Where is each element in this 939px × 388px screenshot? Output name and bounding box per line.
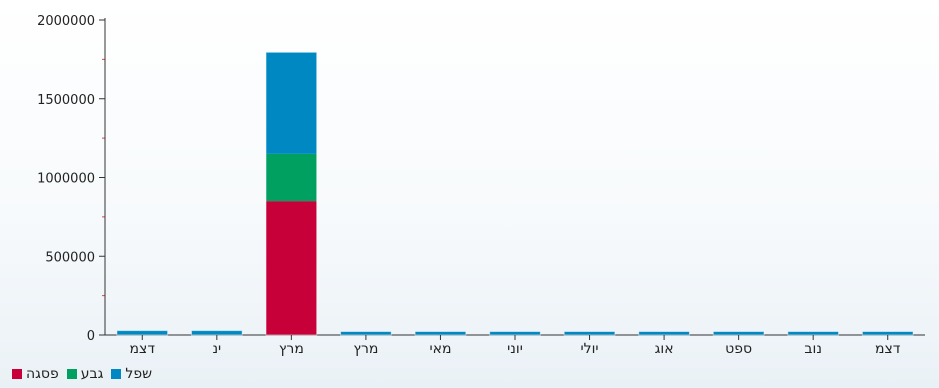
legend-swatch-geva xyxy=(66,369,77,379)
y-tick-label: 1000000 xyxy=(37,172,95,187)
bar-segment-2-4 xyxy=(415,331,466,335)
legend-label-pisga: פסגה xyxy=(26,366,59,382)
x-category-label: מרץ xyxy=(279,341,304,357)
bar-segment-1-2 xyxy=(266,153,317,202)
bar-segment-2-5 xyxy=(489,331,541,335)
x-category-label: ינ xyxy=(212,341,221,357)
bar-segment-2-6 xyxy=(564,331,615,335)
legend-swatch-pisga xyxy=(12,369,22,379)
bar-segment-2-10 xyxy=(862,331,914,335)
x-category-label: דצמ xyxy=(875,341,901,357)
x-category-label: מרץ xyxy=(353,341,378,357)
x-category-label: דצמ xyxy=(130,341,156,357)
legend: פסגה גבע שפל xyxy=(12,366,152,382)
y-tick-label: 1500000 xyxy=(37,93,95,108)
y-tick-label: 0 xyxy=(87,329,95,344)
y-tick-label: 2000000 xyxy=(37,14,95,29)
bar-segment-2-7 xyxy=(638,331,690,335)
bar-segment-2-2 xyxy=(266,52,317,154)
bar-segment-0-2 xyxy=(266,201,317,335)
bar-segment-2-0 xyxy=(116,330,168,335)
chart: 0 500000 1000000 1500000 2000000 דצמ ינ מרץ מרץ מ… xyxy=(37,14,925,357)
bar-segment-2-3 xyxy=(340,331,392,335)
legend-item-shefel: שפל xyxy=(111,366,152,382)
legend-label-geva: גבע xyxy=(80,366,104,382)
bar-segment-2-9 xyxy=(787,331,839,335)
x-category-label: אוג xyxy=(655,341,674,357)
legend-label-shefel: שפל xyxy=(125,366,153,382)
bar-chart-svg: 0 500000 1000000 1500000 2000000 דצמ ינ מרץ מרץ מ… xyxy=(37,14,925,357)
legend-swatch-shefel xyxy=(111,369,122,379)
legend-item-pisga: פסגה xyxy=(12,366,59,382)
legend-item-geva: גבע xyxy=(66,366,104,382)
x-category-label: יוני xyxy=(507,341,523,357)
x-category-label: נוב xyxy=(804,341,822,357)
x-category-label: מאי xyxy=(429,341,451,357)
x-category-label: ספט xyxy=(725,341,752,357)
y-tick-label: 500000 xyxy=(45,250,95,265)
x-category-label: יולי xyxy=(581,341,599,357)
bar-segment-2-1 xyxy=(191,330,243,335)
bar-segment-2-8 xyxy=(713,331,764,335)
